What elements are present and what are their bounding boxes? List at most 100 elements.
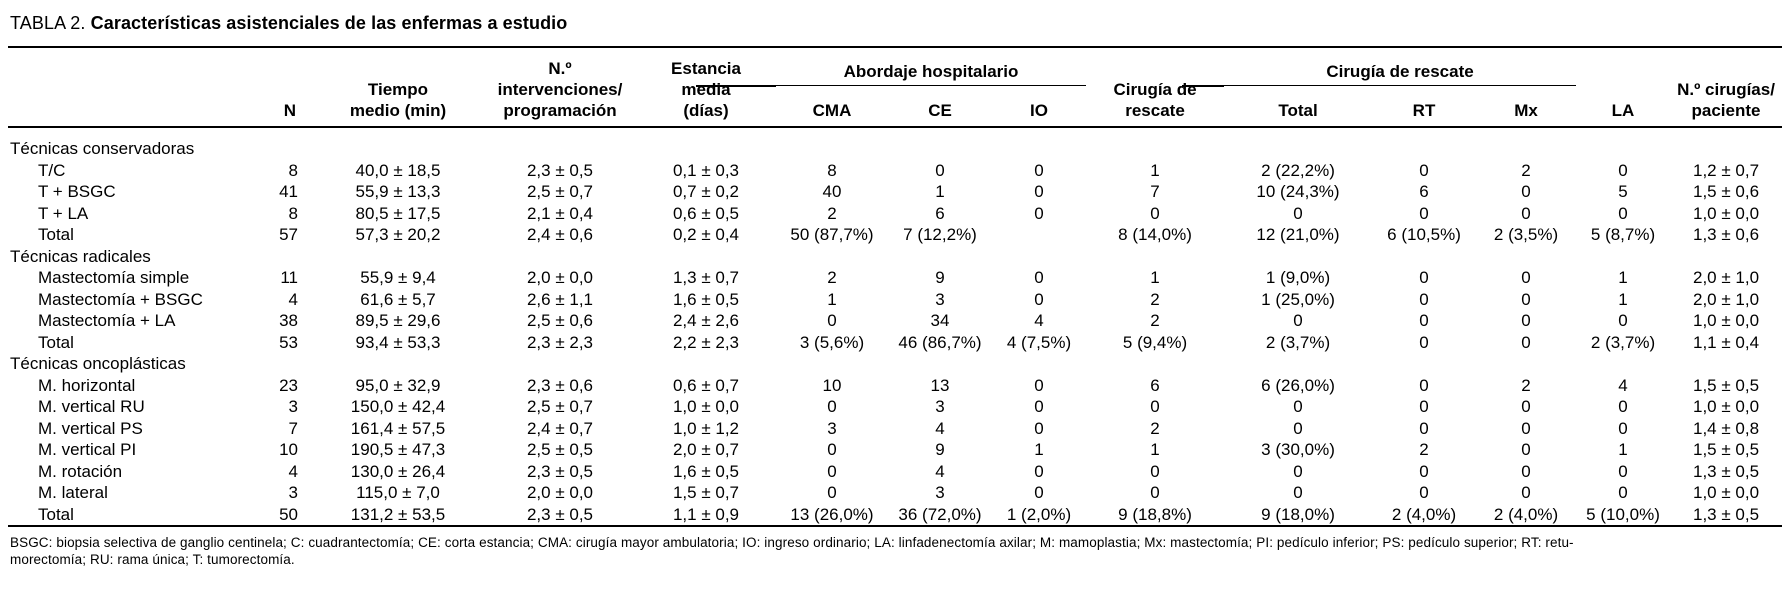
cell: 9 (18,0%) (1261, 504, 1335, 524)
cell: 36 (72,0%) (898, 504, 982, 524)
cell: 1 (935, 182, 945, 201)
cell: 0 (1419, 461, 1429, 481)
cell: 1 (1034, 440, 1044, 459)
header-row-top: N Tiempo medio (min) N.º intervenciones/… (8, 47, 1782, 120)
row-label: M. horizontal (38, 375, 136, 395)
cell: 0 (827, 311, 837, 330)
cell: 0 (1293, 483, 1303, 502)
row-label: Mastectomía + LA (38, 311, 176, 330)
cell: 1,2 ± 0,7 (1692, 160, 1760, 180)
cell: 0 (1419, 332, 1429, 352)
section-row: Técnicas oncoplásticas (8, 353, 1782, 375)
cell: 1,3 ± 0,7 (672, 268, 740, 287)
cell: 1,3 ± 0,6 (1692, 225, 1760, 244)
data-table: N Tiempo medio (min) N.º intervenciones/… (8, 46, 1782, 527)
row-label: T + BSGC (38, 182, 116, 201)
cell: 190,5 ± 47,3 (350, 440, 446, 459)
table-row: Total 57 57,3 ± 20,2 2,4 ± 0,6 0,2 ± 0,4 50 (… (8, 224, 1782, 246)
table-row: Mastectomía + BSGC 4 61,6 ± 5,7 2,6 ± 1,1 1,… (8, 289, 1782, 311)
cell: 0 (1034, 397, 1044, 416)
col-header-estancia-media: Estancia media (días) (671, 59, 741, 120)
row-label: Total (38, 504, 74, 524)
cell: 1,1 ± 0,4 (1692, 332, 1760, 352)
cell: 0 (1618, 418, 1628, 438)
table-row: Total 53 93,4 ± 53,3 2,3 ± 2,3 2,2 ± 2,3 3 (5… (8, 332, 1782, 354)
cell: 0 (1521, 461, 1531, 481)
cell: 46 (86,7%) (898, 332, 982, 352)
group-header-abordaje-hospitalario: Abordaje hospitalario (695, 47, 1087, 87)
cell: 1,0 ± 0,0 (672, 397, 740, 416)
cell: 41 (279, 182, 298, 201)
cell: 4 (1618, 375, 1628, 395)
cell: 1,1 ± 0,9 (672, 504, 740, 524)
cell: 2,3 ± 2,3 (526, 332, 594, 352)
cell: 4 (288, 289, 298, 309)
cell: 10 (279, 440, 298, 459)
cell: 0 (1419, 160, 1429, 180)
table-title: TABLA 2. Características asistenciales d… (8, 8, 1782, 46)
cell: 3 (5,6%) (799, 332, 865, 352)
table-row: Mastectomía + LA 38 89,5 ± 29,6 2,5 ± 0,6 2,… (8, 310, 1782, 332)
cell: 0,7 ± 0,2 (672, 182, 740, 201)
table-row: M. horizontal 23 95,0 ± 32,9 2,3 ± 0,6 0,6 ±… (8, 375, 1782, 397)
cell: 8 (288, 203, 298, 223)
header-row-sub: CMA CE IO Total RT Mx (8, 86, 1782, 127)
cell: 2,0 ± 1,0 (1692, 268, 1760, 287)
col-header-io: IO (1030, 101, 1048, 120)
section-label: Técnicas radicales (10, 246, 151, 266)
cell: 1 (1150, 268, 1160, 287)
table-caption: Características asistenciales de las enf… (90, 13, 568, 33)
cell: 0 (1150, 483, 1160, 502)
cell: 6 (935, 203, 945, 223)
cell: 0 (827, 397, 837, 416)
section-row: Técnicas conservadoras (8, 127, 1782, 160)
cell: 2 (3,5%) (1493, 225, 1559, 244)
section-label: Técnicas conservadoras (10, 139, 195, 158)
cell: 1 (25,0%) (1261, 289, 1335, 309)
cell: 1 (1618, 289, 1628, 309)
cell: 55,9 ± 13,3 (355, 182, 441, 201)
cell: 0 (1618, 461, 1628, 481)
table-row: M. vertical PI 10 190,5 ± 47,3 2,5 ± 0,5 2,0… (8, 439, 1782, 461)
cell: 1,3 ± 0,5 (1692, 461, 1760, 481)
cell: 0 (1521, 311, 1531, 330)
cell: 2 (827, 268, 837, 287)
cell: 130,0 ± 26,4 (350, 461, 446, 481)
cell: 4 (935, 418, 945, 438)
table-header: N Tiempo medio (min) N.º intervenciones/… (8, 47, 1782, 127)
cell: 1,5 ± 0,6 (1692, 182, 1760, 201)
cell: 4 (1034, 311, 1044, 330)
col-header-mx: Mx (1514, 101, 1538, 120)
cell: 1,5 ± 0,5 (1692, 440, 1760, 459)
cell: 0 (1293, 311, 1303, 330)
cell: 40 (822, 182, 842, 201)
cell: 2,3 ± 0,6 (526, 375, 594, 395)
row-label: Total (38, 332, 74, 352)
cell: 1,5 ± 0,7 (672, 483, 740, 502)
cell: 2,3 ± 0,5 (526, 504, 594, 524)
row-label: T + LA (38, 203, 89, 223)
cell: 0 (1419, 311, 1429, 330)
cell: 93,4 ± 53,3 (355, 332, 441, 352)
cell: 0,1 ± 0,3 (672, 160, 740, 180)
cell: 0,6 ± 0,5 (672, 203, 740, 223)
cell: 0 (935, 160, 945, 180)
cell: 50 (279, 504, 298, 524)
cell: 6 (26,0%) (1261, 375, 1335, 395)
cell: 2 (1521, 375, 1531, 395)
cell: 2 (1521, 160, 1531, 180)
cell: 7 (1150, 182, 1160, 201)
cell: 2 (3,7%) (1590, 332, 1656, 352)
cell: 3 (288, 397, 298, 416)
cell: 161,4 ± 57,5 (350, 418, 446, 438)
cell: 0 (1034, 289, 1044, 309)
table-row: T + BSGC 41 55,9 ± 13,3 2,5 ± 0,7 0,7 ± 0,2 4… (8, 181, 1782, 203)
cell: 0 (1293, 203, 1303, 223)
cell: 1 (9,0%) (1265, 268, 1331, 287)
row-label: Mastectomía + BSGC (38, 289, 203, 309)
cell: 5 (10,0%) (1586, 504, 1660, 524)
cell: 0 (1150, 397, 1160, 416)
cell: 40,0 ± 18,5 (355, 160, 441, 180)
cell: 4 (7,5%) (1006, 332, 1072, 352)
cell: 3 (827, 418, 837, 438)
